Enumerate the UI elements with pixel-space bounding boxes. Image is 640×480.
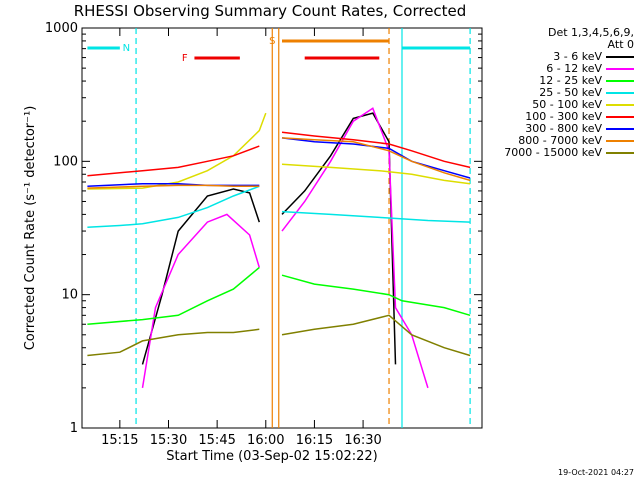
series-line: [281, 137, 471, 182]
legend-header-line-1: Det 1,3,4,5,6,9,: [547, 26, 634, 39]
series-line: [281, 131, 471, 169]
legend-entry-swatch: [606, 56, 634, 58]
plot-frame: [81, 27, 483, 429]
series-line: [281, 163, 471, 185]
y-axis-label: Corrected Count Rate (s⁻¹ detector⁻¹): [23, 106, 38, 351]
legend-entry-label: 100 - 300 keV: [525, 110, 602, 123]
legend-entry: 300 - 800 keV: [484, 123, 634, 135]
legend-entry: 3 - 6 keV: [484, 51, 634, 63]
x-tick-label: 15:30: [150, 433, 187, 448]
series-line: [87, 328, 260, 357]
x-tick-label: 16:30: [344, 433, 381, 448]
flag-label: S: [269, 36, 275, 47]
series-line: [87, 145, 260, 177]
series-line: [87, 185, 260, 229]
series-line: [281, 137, 471, 179]
series-line: [281, 274, 471, 317]
x-axis-label: Start Time (03-Sep-02 15:02:22): [166, 449, 377, 464]
legend-entry-swatch: [606, 92, 634, 94]
legend-entry-label: 6 - 12 keV: [546, 62, 602, 75]
legend-entry-swatch: [606, 116, 634, 118]
series-line: [281, 314, 471, 357]
legend-entry-swatch: [606, 80, 634, 82]
series-line: [87, 266, 260, 325]
legend-entry-label: 300 - 800 keV: [525, 122, 602, 135]
y-tick-label: 10: [61, 288, 78, 303]
legend-entry-swatch: [606, 128, 634, 130]
legend-entry-label: 50 - 100 keV: [532, 98, 602, 111]
legend-entry-label: 3 - 6 keV: [553, 50, 602, 63]
legend-entry: 6 - 12 keV: [484, 63, 634, 75]
series-line: [281, 210, 471, 223]
x-tick-label: 15:15: [101, 433, 138, 448]
legend-entry: 50 - 100 keV: [484, 99, 634, 111]
series-line: [87, 184, 260, 189]
legend-entry: 12 - 25 keV: [484, 75, 634, 87]
legend-entry-swatch: [606, 68, 634, 70]
flag-label: N: [123, 43, 130, 54]
y-tick-label: 1: [70, 421, 78, 436]
legend-entry-swatch: [606, 152, 634, 154]
series-line: [141, 188, 261, 365]
legend: Det 1,3,4,5,6,9, Att 0 3 - 6 keV 6 - 12 k…: [484, 27, 634, 159]
legend-entry: 7000 - 15000 keV: [484, 147, 634, 159]
legend-entry: 100 - 300 keV: [484, 111, 634, 123]
legend-entry-label: 7000 - 15000 keV: [504, 146, 602, 159]
series-line: [281, 112, 397, 365]
series-line: [87, 182, 260, 188]
series-line: [87, 112, 267, 190]
y-tick-label: 100: [53, 154, 78, 169]
chart-title: RHESSI Observing Summary Count Rates, Co…: [73, 2, 467, 20]
legend-entry-swatch: [606, 140, 634, 142]
y-tick-label: 1000: [45, 21, 78, 36]
flag-label: F: [182, 53, 188, 64]
legend-entry-label: 12 - 25 keV: [539, 74, 602, 87]
legend-entry-label: 800 - 7000 keV: [518, 134, 602, 147]
legend-entry: 800 - 7000 keV: [484, 135, 634, 147]
render-timestamp: 19-Oct-2021 04:27: [558, 468, 634, 477]
legend-entry-swatch: [606, 104, 634, 106]
legend-entry: 25 - 50 keV: [484, 87, 634, 99]
series-line: [141, 213, 261, 389]
series-line: [281, 107, 429, 389]
x-tick-label: 16:00: [247, 433, 284, 448]
legend-header-line-2: Att 0: [607, 38, 634, 51]
x-tick-label: 15:45: [198, 433, 235, 448]
x-tick-label: 16:15: [296, 433, 333, 448]
legend-entry-label: 25 - 50 keV: [539, 86, 602, 99]
